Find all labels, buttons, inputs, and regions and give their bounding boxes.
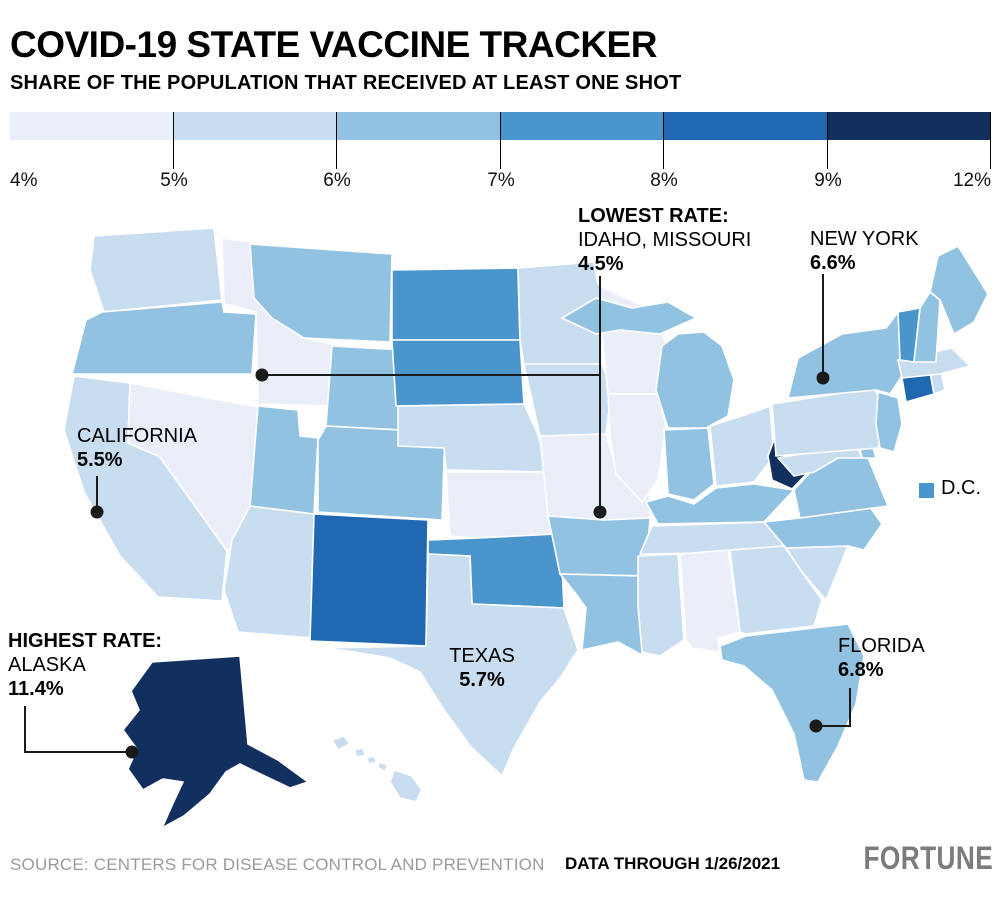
dc-legend-label: D.C. (941, 477, 981, 499)
legend-tick-label-8: 8% (650, 170, 678, 191)
legend-tick-2 (336, 112, 337, 169)
legend-tick-3 (500, 112, 501, 169)
california-dot (90, 505, 104, 519)
annotation-texas-value: 5.7% (459, 669, 505, 691)
page-title: COVID-19 STATE VACCINE TRACKER (10, 24, 657, 65)
florida-connector (818, 688, 851, 727)
annotation-lowest-states: IDAHO, MISSOURI (578, 229, 752, 251)
legend-tick-1 (173, 112, 174, 169)
legend-tick-label-9: 9% (814, 170, 842, 191)
legend-tick-label-4: 4% (10, 170, 38, 191)
state-wa (89, 227, 223, 313)
new-york-dot (816, 371, 830, 385)
missouri-dot (593, 505, 607, 519)
legend-segment-9-12 (827, 112, 991, 140)
annotation-florida-value: 6.8% (838, 659, 884, 681)
state-nj (875, 391, 903, 453)
florida-dot (809, 719, 823, 733)
state-ne (397, 403, 549, 473)
state-nm (309, 513, 429, 647)
state-ny (787, 311, 909, 399)
legend-segment-8-9 (664, 112, 828, 140)
annotation-highest-rate: HIGHEST RATE: ALASKA 11.4% (8, 629, 162, 701)
source-credit: SOURCE: CENTERS FOR DISEASE CONTROL AND … (10, 855, 545, 874)
annotation-new-york-label: NEW YORK (810, 228, 919, 250)
state-me (929, 245, 989, 335)
legend-segment-4-5 (10, 112, 174, 140)
state-al (679, 549, 741, 653)
legend-tick-6 (990, 112, 991, 169)
annotation-california: CALIFORNIA 5.5% (77, 424, 197, 472)
annotation-florida: FLORIDA 6.8% (838, 634, 925, 682)
annotation-new-york: NEW YORK 6.6% (810, 227, 919, 275)
state-mi (561, 297, 735, 429)
annotation-lowest-heading: LOWEST RATE: (578, 205, 729, 227)
legend-tick-5 (827, 112, 828, 169)
state-tx (323, 553, 579, 777)
state-ak (122, 655, 309, 829)
state-nd (391, 267, 521, 341)
legend-tick-label-6: 6% (323, 170, 351, 191)
annotation-highest-state: ALASKA (8, 654, 86, 676)
state-wy (325, 345, 405, 431)
data-through-note: DATA THROUGH 1/26/2021 (565, 854, 781, 873)
legend-color-bar (10, 112, 991, 140)
dc-legend-swatch (919, 483, 934, 498)
legend-tick-4 (663, 112, 664, 169)
state-sd (391, 339, 525, 407)
state-fl (719, 623, 865, 783)
annotation-lowest-value: 4.5% (578, 253, 624, 275)
state-ut (249, 405, 319, 515)
state-ar (547, 515, 651, 577)
alaska-connector (24, 706, 128, 753)
annotation-highest-heading: HIGHEST RATE: (8, 630, 163, 652)
state-in (663, 427, 715, 501)
annotation-texas-label: TEXAS (449, 645, 515, 667)
state-ms (637, 553, 685, 657)
annotation-highest-value: 11.4% (8, 678, 64, 700)
annotation-new-york-value: 6.6% (810, 252, 856, 274)
fortune-logo: FORTUNE (863, 840, 993, 876)
state-mt (249, 243, 393, 343)
state-or (71, 301, 257, 375)
states-layer (63, 227, 989, 829)
annotation-connectors (24, 274, 851, 759)
annotation-california-label: CALIFORNIA (77, 425, 198, 447)
legend-tick-label-7: 7% (487, 170, 515, 191)
annotation-lowest-rate: LOWEST RATE: IDAHO, MISSOURI 4.5% (578, 204, 751, 276)
legend-segment-6-7 (337, 112, 501, 140)
state-nh (913, 291, 941, 363)
annotation-florida-label: FLORIDA (838, 635, 925, 657)
idaho-dot (255, 368, 269, 382)
state-ky (645, 483, 795, 525)
annotation-california-value: 5.5% (77, 449, 123, 471)
alaska-dot (125, 745, 139, 759)
annotation-texas: TEXAS 5.7% (422, 644, 542, 692)
legend-segment-5-6 (173, 112, 337, 140)
state-ma (897, 347, 971, 379)
legend-tick-label-12: 12% (952, 170, 991, 191)
state-ks (445, 471, 557, 539)
page-subtitle: SHARE OF THE POPULATION THAT RECEIVED AT… (10, 72, 682, 94)
legend-tick-label-5: 5% (160, 170, 188, 191)
legend-segment-7-8 (500, 112, 664, 140)
state-hi (331, 735, 423, 803)
